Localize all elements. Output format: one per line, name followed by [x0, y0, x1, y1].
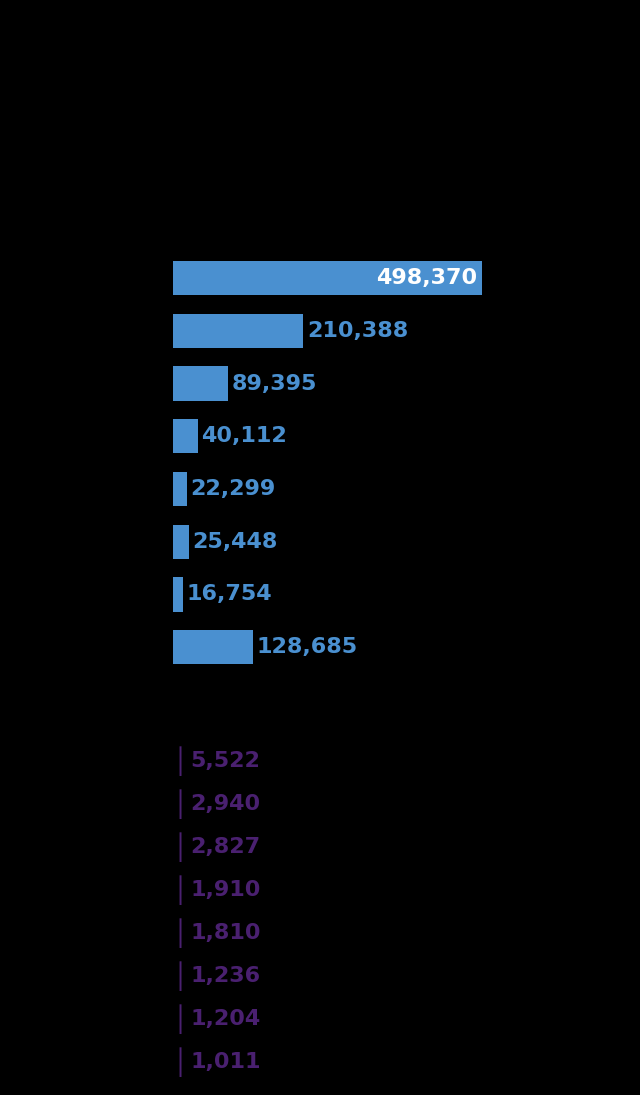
Text: 1,204: 1,204 [191, 1010, 261, 1029]
Text: 2,940: 2,940 [191, 794, 261, 814]
Bar [173, 577, 183, 611]
Text: 25,448: 25,448 [192, 532, 278, 552]
Text: │: │ [173, 788, 188, 819]
Text: 1,236: 1,236 [191, 966, 261, 987]
Bar [173, 419, 198, 453]
Text: 128,685: 128,685 [256, 637, 357, 657]
Text: 89,395: 89,395 [232, 373, 317, 393]
Text: 40,112: 40,112 [202, 426, 287, 447]
Text: 498,370: 498,370 [376, 268, 477, 288]
Text: │: │ [173, 1004, 188, 1035]
Text: │: │ [173, 961, 188, 991]
Text: 16,754: 16,754 [187, 585, 273, 604]
Text: │: │ [173, 1048, 188, 1077]
Text: 1,910: 1,910 [191, 880, 261, 900]
Text: 1,810: 1,810 [191, 923, 261, 943]
Bar [173, 261, 482, 296]
Bar [173, 367, 228, 401]
Text: │: │ [173, 746, 188, 775]
Bar [173, 472, 187, 506]
Text: 210,388: 210,388 [307, 321, 408, 341]
Bar [173, 630, 253, 665]
Text: 2,827: 2,827 [191, 837, 261, 857]
Text: 5,522: 5,522 [191, 751, 260, 771]
Bar [173, 525, 189, 558]
Text: 22,299: 22,299 [190, 479, 276, 499]
Text: │: │ [173, 919, 188, 948]
Text: │: │ [173, 875, 188, 904]
Text: │: │ [173, 832, 188, 862]
Text: 1,011: 1,011 [191, 1052, 261, 1072]
Bar [173, 314, 303, 348]
